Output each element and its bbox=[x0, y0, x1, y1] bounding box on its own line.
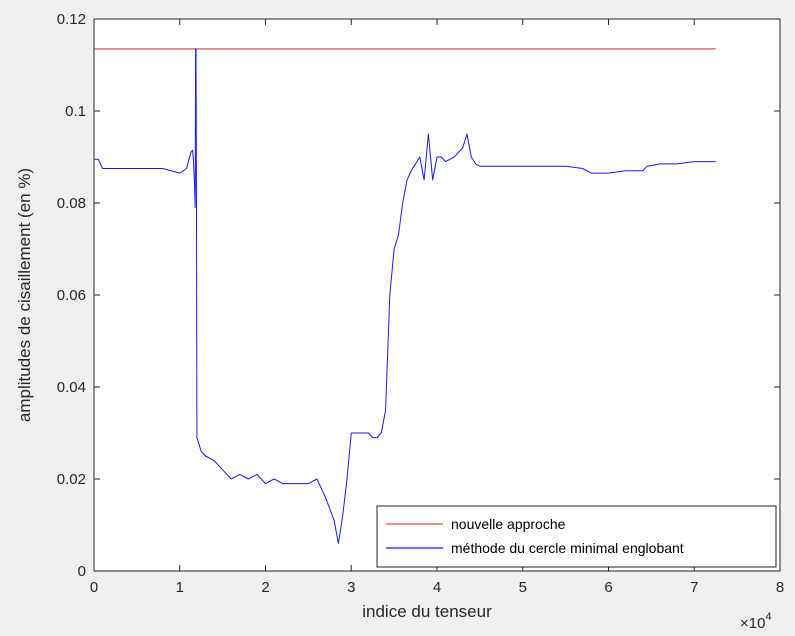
y-tick-label: 0.1 bbox=[65, 103, 86, 120]
y-tick-label: 0.08 bbox=[57, 195, 86, 212]
y-tick-label: 0.04 bbox=[57, 379, 86, 396]
series-line-2 bbox=[94, 48, 716, 544]
legend-label-1: nouvelle approche bbox=[451, 516, 566, 532]
ticks-layer: 0 1 2 3 4 5 6 7 8 0 0.02 0.04 0.06 0.08 0.1 0.12 bbox=[57, 11, 784, 596]
legend: nouvelle approche méthode du cercle minim… bbox=[376, 505, 777, 568]
y-axis-label: amplitudes de cisaillement (en %) bbox=[15, 168, 34, 422]
x-axis-label: indice du tenseur bbox=[362, 602, 492, 621]
legend-label-2: méthode du cercle minimal englobant bbox=[451, 540, 684, 556]
x-tick-label: 5 bbox=[519, 579, 527, 596]
series-layer bbox=[94, 48, 716, 544]
x-tick-label: 6 bbox=[604, 579, 612, 596]
y-tick-label: 0 bbox=[78, 563, 86, 580]
x-tick-label: 1 bbox=[176, 579, 184, 596]
x-tick-label: 7 bbox=[690, 579, 698, 596]
x-tick-label: 3 bbox=[347, 579, 355, 596]
legend-box bbox=[376, 505, 777, 568]
x-tick-label: 8 bbox=[776, 579, 784, 596]
y-tick-label: 0.12 bbox=[57, 11, 86, 28]
x-tick-label: 2 bbox=[261, 579, 269, 596]
x-axis-multiplier: ×104 bbox=[740, 611, 772, 632]
x-tick-label: 0 bbox=[90, 579, 98, 596]
plot-area bbox=[94, 19, 780, 571]
y-tick-label: 0.02 bbox=[57, 471, 86, 488]
x-tick-label: 4 bbox=[433, 579, 441, 596]
y-tick-label: 0.06 bbox=[57, 287, 86, 304]
x-multiplier-base: ×10 bbox=[740, 615, 765, 632]
x-multiplier-exponent: 4 bbox=[765, 611, 771, 623]
